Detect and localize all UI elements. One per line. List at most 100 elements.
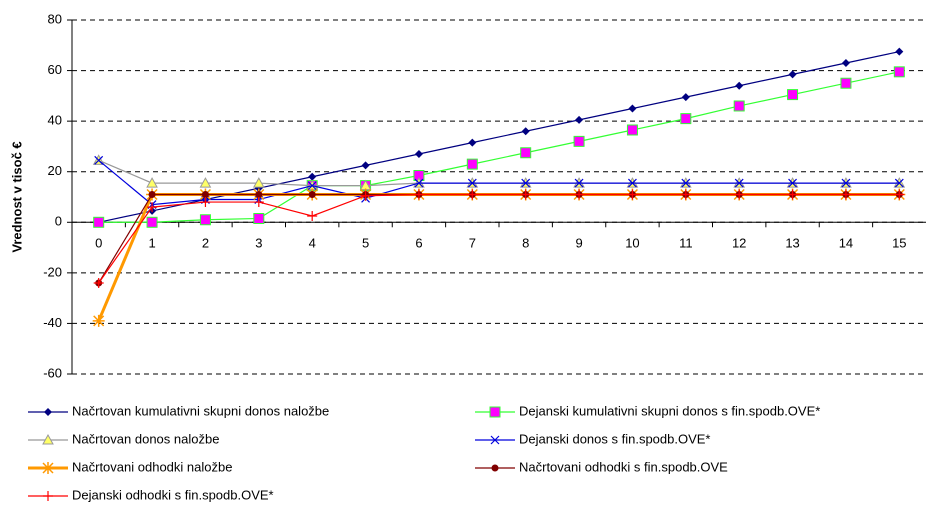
- legend-marker: [490, 435, 500, 445]
- series-line: [98, 193, 900, 284]
- data-point: [627, 189, 638, 200]
- data-point: [520, 147, 532, 159]
- data-point: [574, 189, 585, 200]
- data-point: [308, 172, 317, 181]
- data-point: [734, 189, 745, 200]
- x-tick-label: 15: [892, 236, 906, 251]
- legend-label: Dejanski kumulativni skupni donos s fin.…: [519, 403, 820, 418]
- data-point: [467, 178, 477, 188]
- data-point: [413, 189, 424, 200]
- series-line: [98, 193, 900, 284]
- data-point: [201, 190, 209, 198]
- data-point: [680, 113, 692, 125]
- x-tick-label: 11: [679, 236, 693, 251]
- data-point: [94, 155, 104, 165]
- data-point: [574, 178, 584, 188]
- data-point: [146, 177, 158, 188]
- series: [94, 155, 904, 210]
- data-point: [307, 181, 317, 191]
- x-tick-label: 1: [148, 236, 155, 251]
- legend-item: Načrtovani odhodki naložbe: [28, 459, 232, 474]
- series: [92, 154, 906, 191]
- data-point: [467, 189, 478, 200]
- legend-label: Dejanski odhodki s fin.spodb.OVE*: [72, 487, 274, 502]
- x-tick-label: 4: [309, 236, 316, 251]
- legend-marker: [43, 491, 53, 501]
- series-line: [97, 192, 900, 322]
- data-point: [733, 100, 745, 112]
- legend-label: Dejanski donos s fin.spodb.OVE*: [519, 431, 711, 446]
- data-point: [199, 177, 212, 188]
- data-point: [893, 66, 905, 78]
- x-tick-label: 13: [785, 236, 799, 251]
- data-point: [521, 127, 530, 136]
- data-point: [787, 189, 798, 200]
- data-point: [253, 212, 265, 224]
- data-point: [466, 158, 478, 170]
- data-point: [361, 161, 370, 170]
- legend-marker: [491, 464, 499, 472]
- data-point: [840, 189, 851, 200]
- series: [93, 66, 905, 228]
- data-point: [92, 314, 105, 327]
- y-axis-label: Vrednost v tisoč €: [9, 141, 24, 252]
- legend-item: Dejanski donos s fin.spodb.OVE*: [475, 431, 711, 446]
- series: [93, 189, 905, 288]
- x-tick-label: 5: [362, 236, 369, 251]
- legend-item: Načrtovan kumulativni skupni donos nalož…: [28, 403, 329, 418]
- data-point: [253, 197, 264, 208]
- y-tick-label: 80: [48, 11, 62, 26]
- x-tick-label: 12: [732, 236, 746, 251]
- data-point: [147, 202, 158, 213]
- legend-marker: [42, 433, 54, 445]
- x-tick-label: 0: [95, 236, 102, 251]
- data-point: [680, 189, 691, 200]
- x-tick-label: 2: [202, 236, 209, 251]
- data-point: [199, 214, 211, 226]
- x-tick-label: 8: [522, 236, 529, 251]
- data-point: [255, 190, 263, 198]
- data-point: [628, 104, 637, 113]
- data-point: [93, 216, 105, 228]
- data-point: [734, 178, 744, 188]
- data-point: [840, 77, 852, 89]
- data-point: [468, 138, 477, 147]
- legend-label: Načrtovan donos naložbe: [72, 431, 219, 446]
- y-tick-label: -40: [43, 315, 62, 330]
- data-point: [575, 115, 584, 124]
- data-point: [521, 178, 531, 188]
- data-point: [360, 190, 371, 201]
- data-point: [735, 81, 744, 90]
- data-point: [894, 189, 905, 200]
- data-point: [200, 197, 211, 208]
- series-line: [98, 71, 900, 223]
- series-line: [98, 51, 900, 223]
- series-line: [98, 159, 900, 187]
- x-tick-label: 10: [625, 236, 639, 251]
- legend-label: Načrtovani odhodki naložbe: [72, 459, 232, 474]
- y-tick-label: 20: [48, 163, 62, 178]
- y-tick-label: 40: [48, 113, 62, 128]
- data-point: [788, 178, 797, 188]
- data-point: [895, 47, 904, 56]
- legend-item: Dejanski kumulativni skupni donos s fin.…: [475, 403, 820, 418]
- data-point: [520, 189, 531, 200]
- data-point: [414, 178, 424, 188]
- data-point: [93, 277, 104, 288]
- x-tick-label: 3: [255, 236, 262, 251]
- data-point: [787, 89, 799, 101]
- y-tick-label: -20: [43, 264, 62, 279]
- y-tick-label: -60: [43, 365, 62, 380]
- data-point: [573, 135, 585, 147]
- x-tick-label: 7: [469, 236, 476, 251]
- data-point: [681, 93, 690, 102]
- data-point: [681, 178, 691, 188]
- legend-label: Načrtovani odhodki s fin.spodb.OVE: [519, 459, 728, 474]
- legend-marker: [42, 462, 54, 474]
- data-point: [252, 177, 265, 188]
- series-line: [98, 159, 900, 206]
- legend-marker: [489, 406, 501, 418]
- data-point: [628, 178, 637, 188]
- legend-item: Dejanski odhodki s fin.spodb.OVE*: [28, 487, 274, 502]
- series: [92, 188, 906, 327]
